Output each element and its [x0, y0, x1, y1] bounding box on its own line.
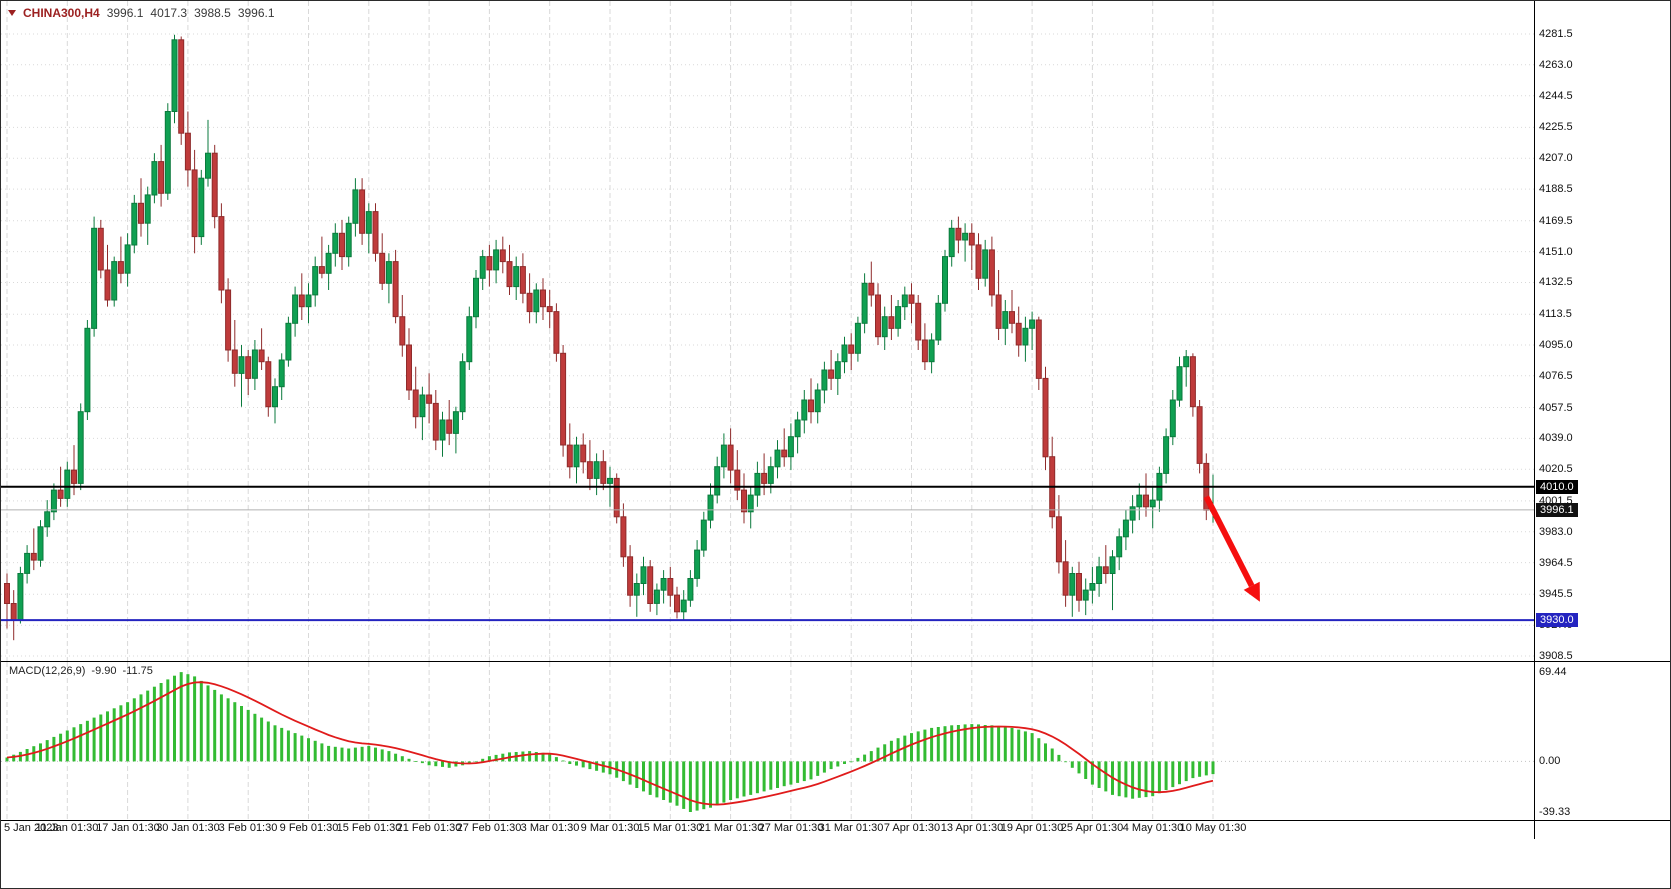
price-axis-label: 4057.5 [1539, 402, 1573, 414]
time-axis-label: 15 Mar 01:30 [637, 822, 703, 834]
time-axis-label: 10 May 01:30 [1179, 822, 1247, 834]
ohlc-low: 3988.5 [194, 6, 231, 20]
macd-axis[interactable]: 69.44 0.00 -39.33 [1535, 662, 1670, 819]
macd-axis-label: -39.33 [1539, 806, 1571, 818]
symbol-label: CHINA300,H4 [23, 6, 100, 20]
time-axis-label: 21 Mar 01:30 [698, 822, 764, 834]
time-axis-label: 30 Jan 01:30 [156, 822, 220, 834]
time-axis-label: 5 Jan 2023 [4, 822, 59, 834]
symbol-dropdown-icon[interactable] [8, 10, 16, 16]
time-axis-label: 9 Feb 01:30 [279, 822, 339, 834]
macd-value: -9.90 [91, 665, 117, 677]
time-axis-label: 3 Mar 01:30 [520, 822, 580, 834]
time-axis-label: 11 Jan 01:30 [35, 822, 99, 834]
price-axis-label: 4020.5 [1539, 463, 1573, 475]
price-axis[interactable]: 4281.5 4263.0 4244.5 4225.5 4207.0 4188.5 4169… [1535, 1, 1670, 662]
price-axis-label: 4281.5 [1539, 28, 1573, 40]
macd-axis-label: 69.44 [1539, 666, 1567, 678]
time-axis-label: 27 Feb 01:30 [456, 822, 522, 834]
price-axis-label: 4207.0 [1539, 152, 1573, 164]
macd-legend: MACD(12,26,9) -9.90 -11.75 [9, 665, 153, 677]
price-axis-label: 3964.5 [1539, 557, 1573, 569]
time-axis-label: 7 Apr 01:30 [883, 822, 941, 834]
price-axis-label: 4076.5 [1539, 370, 1573, 382]
time-axis-label: 27 Mar 01:30 [758, 822, 824, 834]
chart-legend: CHINA300,H4 3996.1 4017.3 3988.5 3996.1 [8, 6, 275, 20]
macd-signal-value: -11.75 [122, 665, 153, 677]
price-axis-label: 4151.0 [1539, 246, 1573, 258]
price-axis-badge: 3930.0 [1536, 613, 1578, 627]
price-axis-label: 3908.5 [1539, 650, 1573, 662]
macd-chart-canvas[interactable] [1, 662, 1534, 819]
time-axis-label: 15 Feb 01:30 [336, 822, 402, 834]
price-axis-label: 4263.0 [1539, 59, 1573, 71]
price-axis-label: 4095.0 [1539, 339, 1573, 351]
time-axis-label: 13 Apr 01:30 [940, 822, 1004, 834]
time-axis-label: 21 Feb 01:30 [396, 822, 462, 834]
trend-arrow[interactable] [1203, 495, 1260, 602]
macd-signal-line [6, 681, 1214, 806]
price-axis-badge: 3996.1 [1536, 503, 1578, 517]
macd-panel [1, 662, 1534, 819]
price-axis-label: 4244.5 [1539, 90, 1573, 102]
ohlc-open: 3996.1 [106, 6, 144, 20]
ohlc-close: 3996.1 [237, 6, 275, 20]
time-axis-label: 3 Feb 01:30 [218, 822, 278, 834]
time-axis-label: 31 Mar 01:30 [818, 822, 884, 834]
price-axis-label: 4225.5 [1539, 121, 1573, 133]
price-axis-label: 4113.5 [1539, 308, 1572, 320]
price-axis-label: 3983.0 [1539, 526, 1573, 538]
time-axis-label: 17 Jan 01:30 [96, 822, 160, 834]
axis-vertical-border [1534, 1, 1535, 839]
time-axis-label: 9 Mar 01:30 [580, 822, 640, 834]
price-axis-badge: 4010.0 [1536, 480, 1578, 494]
price-axis-label: 4169.5 [1539, 215, 1573, 227]
panel-separator[interactable] [1, 661, 1670, 662]
price-axis-label: 3945.5 [1539, 588, 1573, 600]
macd-axis-label: 0.00 [1539, 755, 1561, 767]
time-axis[interactable]: 5 Jan 2023 11 Jan 01:30 17 Jan 01:30 30 Jan… [1, 821, 1534, 839]
time-axis-separator [1, 820, 1670, 821]
price-axis-label: 4188.5 [1539, 183, 1573, 195]
price-axis-label: 4132.5 [1539, 276, 1573, 288]
ohlc-high: 4017.3 [150, 6, 188, 20]
time-axis-label: 4 May 01:30 [1122, 822, 1184, 834]
macd-indicator-name: MACD(12,26,9) [9, 665, 86, 677]
price-axis-label: 4039.0 [1539, 432, 1573, 444]
candlestick-chart-canvas[interactable] [1, 1, 1534, 661]
time-axis-label: 25 Apr 01:30 [1060, 822, 1124, 834]
time-axis-label: 19 Apr 01:30 [1000, 822, 1064, 834]
